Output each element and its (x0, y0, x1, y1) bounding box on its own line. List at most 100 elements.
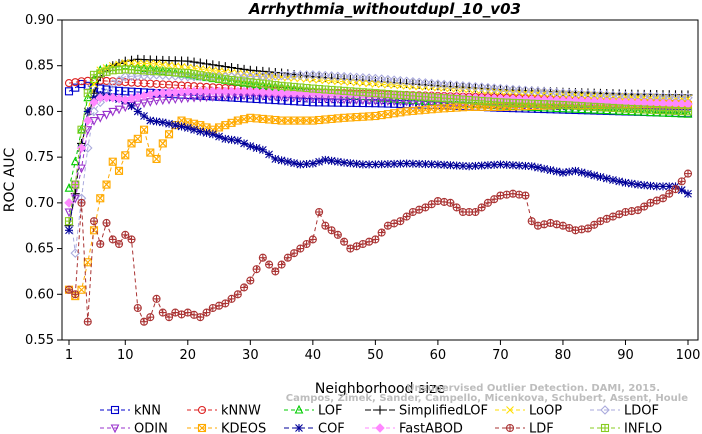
data-point-cof (677, 186, 686, 195)
data-point-ldf (402, 212, 411, 221)
data-point-fastabod (245, 86, 256, 97)
y-tick-label: 0.65 (25, 242, 54, 257)
data-point-knn (371, 99, 380, 108)
data-point-ldf (340, 237, 349, 246)
data-point-kdeos (139, 125, 149, 134)
data-point-loop (327, 76, 336, 85)
data-point-cof (458, 161, 467, 170)
data-point-odin (108, 107, 118, 117)
data-point-ldof (320, 70, 331, 81)
data-point-cof (265, 150, 274, 159)
series-line-loop (81, 62, 689, 149)
data-point-ldf (352, 242, 361, 251)
series-ldf (64, 169, 693, 326)
data-point-ldf (433, 196, 442, 206)
data-point-cof (177, 122, 186, 131)
data-point-knnw (152, 79, 161, 89)
x-tick-label: 100 (676, 348, 701, 363)
data-point-cof (684, 189, 692, 198)
data-point-ldof (314, 70, 324, 81)
data-point-ldf (252, 265, 261, 274)
data-point-inflo (265, 80, 274, 89)
data-point-cof (208, 130, 217, 139)
data-point-fastabod (214, 86, 224, 97)
x-axis: 1 10 20 30 40 50 60 70 80 90 100 (65, 340, 701, 363)
legend-item-lof: LOF (284, 404, 343, 419)
data-point-lof (233, 76, 243, 86)
data-point-cof (252, 144, 261, 152)
data-point-fastabod (283, 88, 293, 98)
data-point-ldf (102, 218, 111, 228)
legend-marker-kdeos (197, 423, 207, 433)
data-point-cof (496, 160, 505, 169)
data-point-cof (196, 127, 205, 136)
data-point-lof (614, 105, 624, 115)
data-point-odin (70, 194, 80, 204)
data-point-kdeos (102, 180, 111, 189)
data-point-kdeos (96, 194, 105, 203)
data-point-ldf (96, 239, 105, 249)
data-point-cof (583, 169, 592, 178)
data-point-fastabod (226, 86, 237, 97)
data-point-loop (365, 79, 374, 88)
data-point-knnw (127, 78, 136, 87)
data-point-fastabod (208, 86, 218, 97)
data-point-cof (296, 160, 305, 169)
data-point-ldf (164, 313, 174, 322)
data-point-kdeos (146, 148, 155, 157)
data-point-cof (615, 177, 624, 186)
data-point-ldof (89, 106, 99, 117)
data-point-ldf (377, 228, 386, 237)
data-point-ldf (658, 194, 668, 203)
data-point-ldf (446, 198, 455, 207)
data-point-loop (358, 79, 367, 87)
data-point-ldf (633, 206, 643, 215)
data-point-ldf (483, 198, 492, 207)
data-point-lof (395, 94, 405, 104)
data-point-simplifiedlof (220, 62, 230, 72)
data-point-ldof (464, 81, 474, 92)
data-point-ldf (677, 177, 686, 186)
data-point-lof (239, 77, 249, 87)
data-point-kdeos (83, 258, 92, 267)
data-point-lof (602, 105, 612, 115)
data-point-ldf (258, 253, 267, 262)
x-tick-label: 20 (180, 348, 197, 363)
data-point-knnw (102, 76, 111, 86)
data-point-ldf (246, 276, 255, 285)
legend-item-odin: ODIN (100, 422, 168, 434)
data-point-lof (195, 71, 205, 81)
data-point-loop (346, 78, 355, 87)
data-point-cof (283, 157, 292, 166)
data-point-cof (577, 168, 586, 177)
data-point-ldf (202, 308, 211, 317)
data-point-ldf (240, 283, 249, 292)
data-point-lof (677, 108, 687, 118)
data-point-ldf (427, 200, 436, 209)
data-point-knn (315, 98, 324, 107)
data-point-ldf (521, 191, 530, 200)
chart-title: Arrhythmia_withoutdupl_10_v03 (248, 0, 521, 18)
data-point-lof (427, 96, 437, 106)
data-point-ldof (364, 73, 374, 83)
legend-label-knn: kNN (134, 404, 161, 419)
data-point-lof (627, 106, 637, 116)
data-point-kdeos (108, 157, 117, 166)
data-point-ldof (445, 80, 456, 90)
data-point-cof (183, 123, 192, 132)
data-point-ldof (358, 73, 368, 83)
data-point-cof (527, 162, 536, 171)
data-point-kdeos (89, 226, 99, 235)
data-point-cof (221, 134, 230, 143)
data-point-knn (383, 99, 392, 108)
data-point-lof (621, 106, 630, 115)
data-point-ldf (133, 303, 142, 313)
data-point-fastabod (101, 93, 112, 103)
data-point-cof (321, 155, 330, 164)
x-tick-label: 40 (305, 348, 322, 363)
data-point-lof (402, 94, 412, 104)
data-point-lof (652, 107, 662, 117)
data-point-ldof (420, 78, 431, 88)
y-tick-label: 0.60 (25, 287, 54, 302)
legend-marker-ldf (505, 423, 515, 433)
